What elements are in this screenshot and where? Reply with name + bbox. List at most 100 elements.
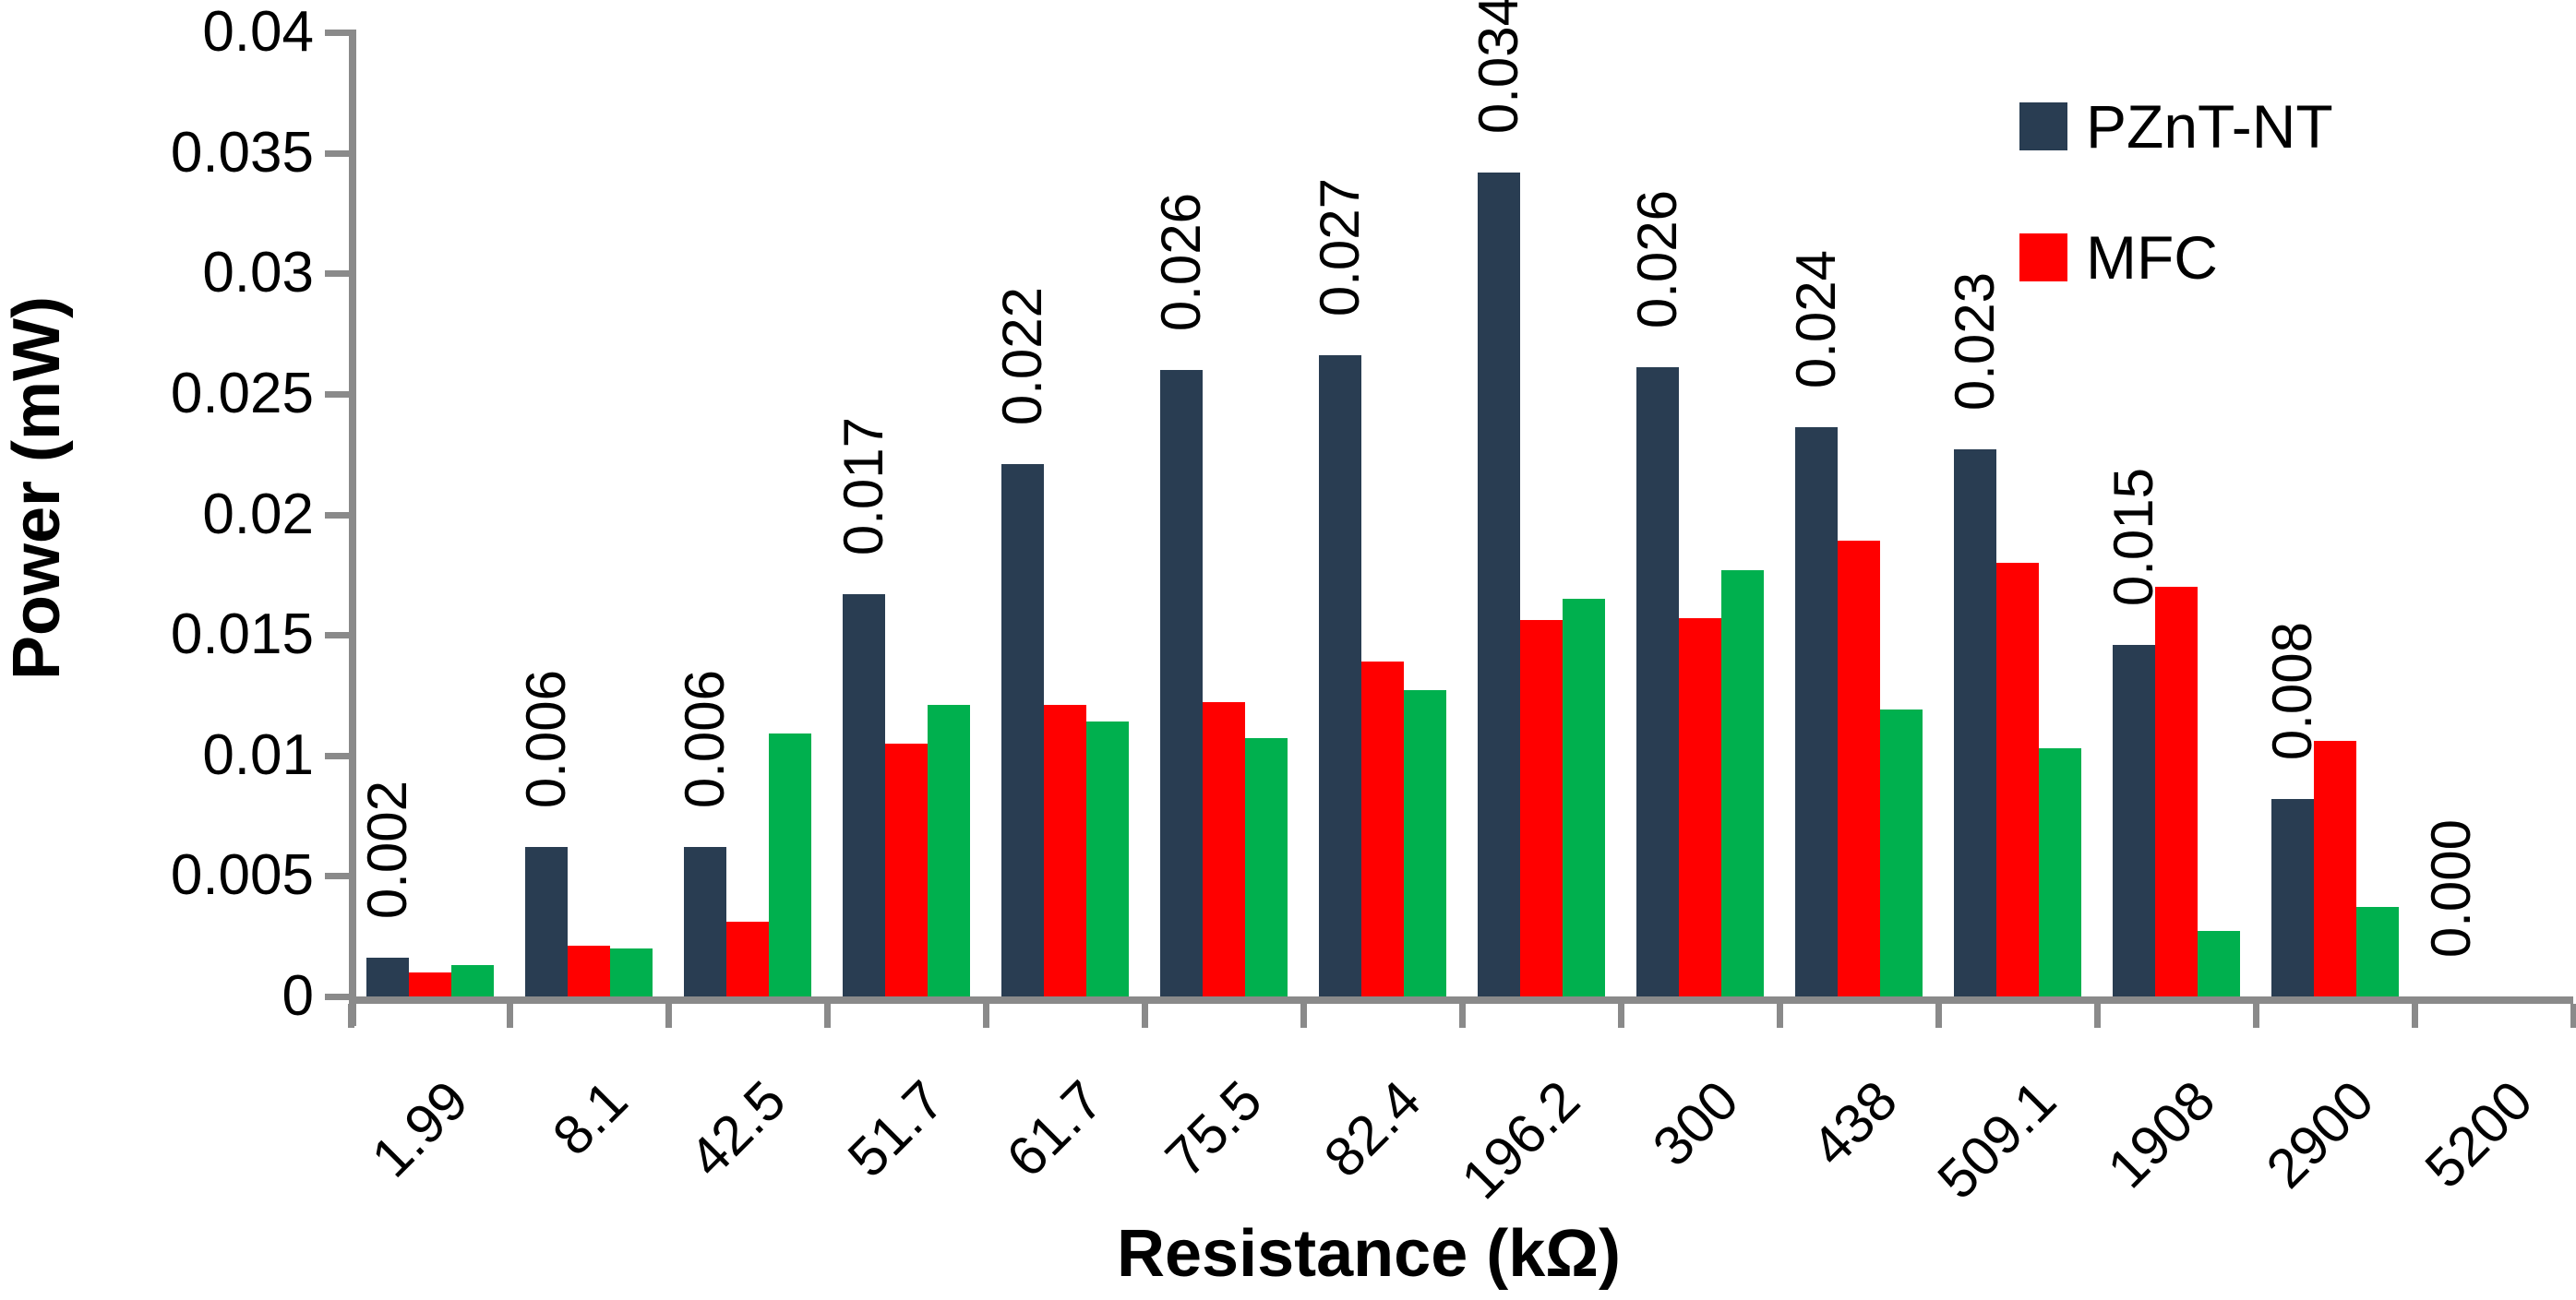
x-category-label: 438 xyxy=(1799,1068,1909,1178)
bar-value-label: 0.034 xyxy=(1468,0,1529,134)
x-tick xyxy=(2253,1004,2259,1028)
bar-value-label: 0.002 xyxy=(356,780,418,919)
bar-value-label: 0.008 xyxy=(2261,621,2323,760)
bar-value-label: 0.017 xyxy=(833,416,894,555)
bar-value-label: 0.027 xyxy=(1309,177,1371,316)
bar-series3-438 xyxy=(1880,710,1923,996)
bar-PZnT-NT-8.1 xyxy=(525,847,568,996)
bar-MFC-82.4 xyxy=(1361,662,1404,996)
bar-MFC-196.2 xyxy=(1520,620,1563,996)
bar-MFC-509.1 xyxy=(1996,563,2039,996)
bar-series3-75.5 xyxy=(1245,738,1288,996)
bar-series3-1.99 xyxy=(451,965,494,996)
x-category-label: 42.5 xyxy=(677,1068,797,1189)
bar-PZnT-NT-1908 xyxy=(2113,645,2155,996)
bar-MFC-300 xyxy=(1679,618,1721,996)
bar-value-label: 0.026 xyxy=(1150,192,1212,331)
bar-PZnT-NT-300 xyxy=(1636,367,1679,996)
y-tick xyxy=(325,270,349,278)
bar-series3-509.1 xyxy=(2039,748,2081,996)
bar-PZnT-NT-2900 xyxy=(2271,799,2314,996)
bar-series3-82.4 xyxy=(1404,690,1446,996)
x-category-label: 75.5 xyxy=(1154,1068,1274,1189)
bar-PZnT-NT-61.7 xyxy=(1001,464,1044,996)
bar-MFC-42.5 xyxy=(726,922,769,996)
bar-series3-8.1 xyxy=(610,948,653,996)
bar-PZnT-NT-509.1 xyxy=(1954,449,1996,996)
bar-value-label: 0.024 xyxy=(1785,249,1847,388)
y-tick-label: 0.01 xyxy=(202,722,314,787)
y-tick-label: 0.015 xyxy=(170,602,314,667)
legend-item: MFC xyxy=(2019,221,2218,293)
y-tick-label: 0.03 xyxy=(202,241,314,305)
x-tick xyxy=(1459,1004,1466,1028)
x-tick xyxy=(665,1004,672,1028)
bar-PZnT-NT-1.99 xyxy=(366,958,409,996)
legend-label: MFC xyxy=(2086,223,2218,292)
x-category-label: 300 xyxy=(1640,1068,1750,1178)
x-tick xyxy=(2570,1004,2576,1028)
bar-PZnT-NT-75.5 xyxy=(1160,370,1203,996)
x-tick xyxy=(348,1004,354,1028)
x-tick xyxy=(507,1004,513,1028)
x-tick xyxy=(1777,1004,1783,1028)
x-category-label: 509.1 xyxy=(1925,1068,2067,1211)
bar-PZnT-NT-51.7 xyxy=(843,594,885,996)
y-tick xyxy=(325,511,349,519)
x-category-label: 5200 xyxy=(2413,1068,2544,1200)
bar-value-label: 0.023 xyxy=(1944,271,2006,411)
y-tick xyxy=(325,30,349,36)
y-tick xyxy=(325,149,349,157)
y-tick xyxy=(325,632,349,639)
bar-series3-2900 xyxy=(2356,907,2399,996)
bar-MFC-61.7 xyxy=(1044,705,1086,996)
legend-item: PZnT-NT xyxy=(2019,90,2333,162)
x-category-label: 1.99 xyxy=(360,1068,480,1189)
x-category-label: 82.4 xyxy=(1312,1068,1432,1189)
x-tick xyxy=(1935,1004,1942,1028)
legend-swatch-mfc-icon xyxy=(2019,233,2067,281)
y-tick-label: 0.035 xyxy=(170,120,314,185)
x-tick xyxy=(2412,1004,2418,1028)
bar-PZnT-NT-82.4 xyxy=(1319,355,1361,996)
y-tick-label: 0 xyxy=(282,964,314,1028)
bar-value-label: 0.006 xyxy=(515,669,577,808)
bar-MFC-2900 xyxy=(2314,741,2356,996)
bar-PZnT-NT-438 xyxy=(1795,427,1838,996)
x-category-label: 1908 xyxy=(2095,1068,2226,1200)
y-tick xyxy=(325,390,349,398)
bar-series3-51.7 xyxy=(928,705,970,996)
x-category-label: 61.7 xyxy=(995,1068,1115,1189)
x-axis-title: Resistance (kΩ) xyxy=(1117,1217,1621,1291)
bar-value-label: 0.006 xyxy=(674,669,736,808)
y-tick-label: 0.04 xyxy=(202,0,314,64)
bar-MFC-75.5 xyxy=(1203,702,1245,996)
bar-PZnT-NT-196.2 xyxy=(1478,173,1520,996)
x-category-label: 8.1 xyxy=(540,1068,639,1167)
bar-PZnT-NT-42.5 xyxy=(684,847,726,996)
x-tick xyxy=(824,1004,831,1028)
y-tick-label: 0.025 xyxy=(170,361,314,425)
x-tick xyxy=(1618,1004,1624,1028)
bar-series3-42.5 xyxy=(769,733,811,996)
x-category-label: 51.7 xyxy=(836,1068,956,1189)
bar-series3-196.2 xyxy=(1563,599,1605,996)
bar-value-label: 0.015 xyxy=(2103,467,2164,606)
bar-series3-61.7 xyxy=(1086,722,1129,996)
legend-swatch-pznt-nt-icon xyxy=(2019,102,2067,150)
y-tick xyxy=(325,752,349,759)
y-tick xyxy=(325,873,349,880)
bar-MFC-438 xyxy=(1838,541,1880,996)
y-axis-line xyxy=(349,30,356,1026)
y-tick xyxy=(325,994,349,1000)
y-tick-label: 0.02 xyxy=(202,482,314,546)
bar-MFC-51.7 xyxy=(885,744,928,996)
x-tick xyxy=(1142,1004,1148,1028)
bar-series3-1908 xyxy=(2198,931,2240,996)
x-axis-line xyxy=(349,996,2573,1004)
x-tick xyxy=(1300,1004,1307,1028)
bar-MFC-8.1 xyxy=(568,946,610,996)
bar-MFC-1.99 xyxy=(409,972,451,996)
y-tick-label: 0.005 xyxy=(170,843,314,908)
